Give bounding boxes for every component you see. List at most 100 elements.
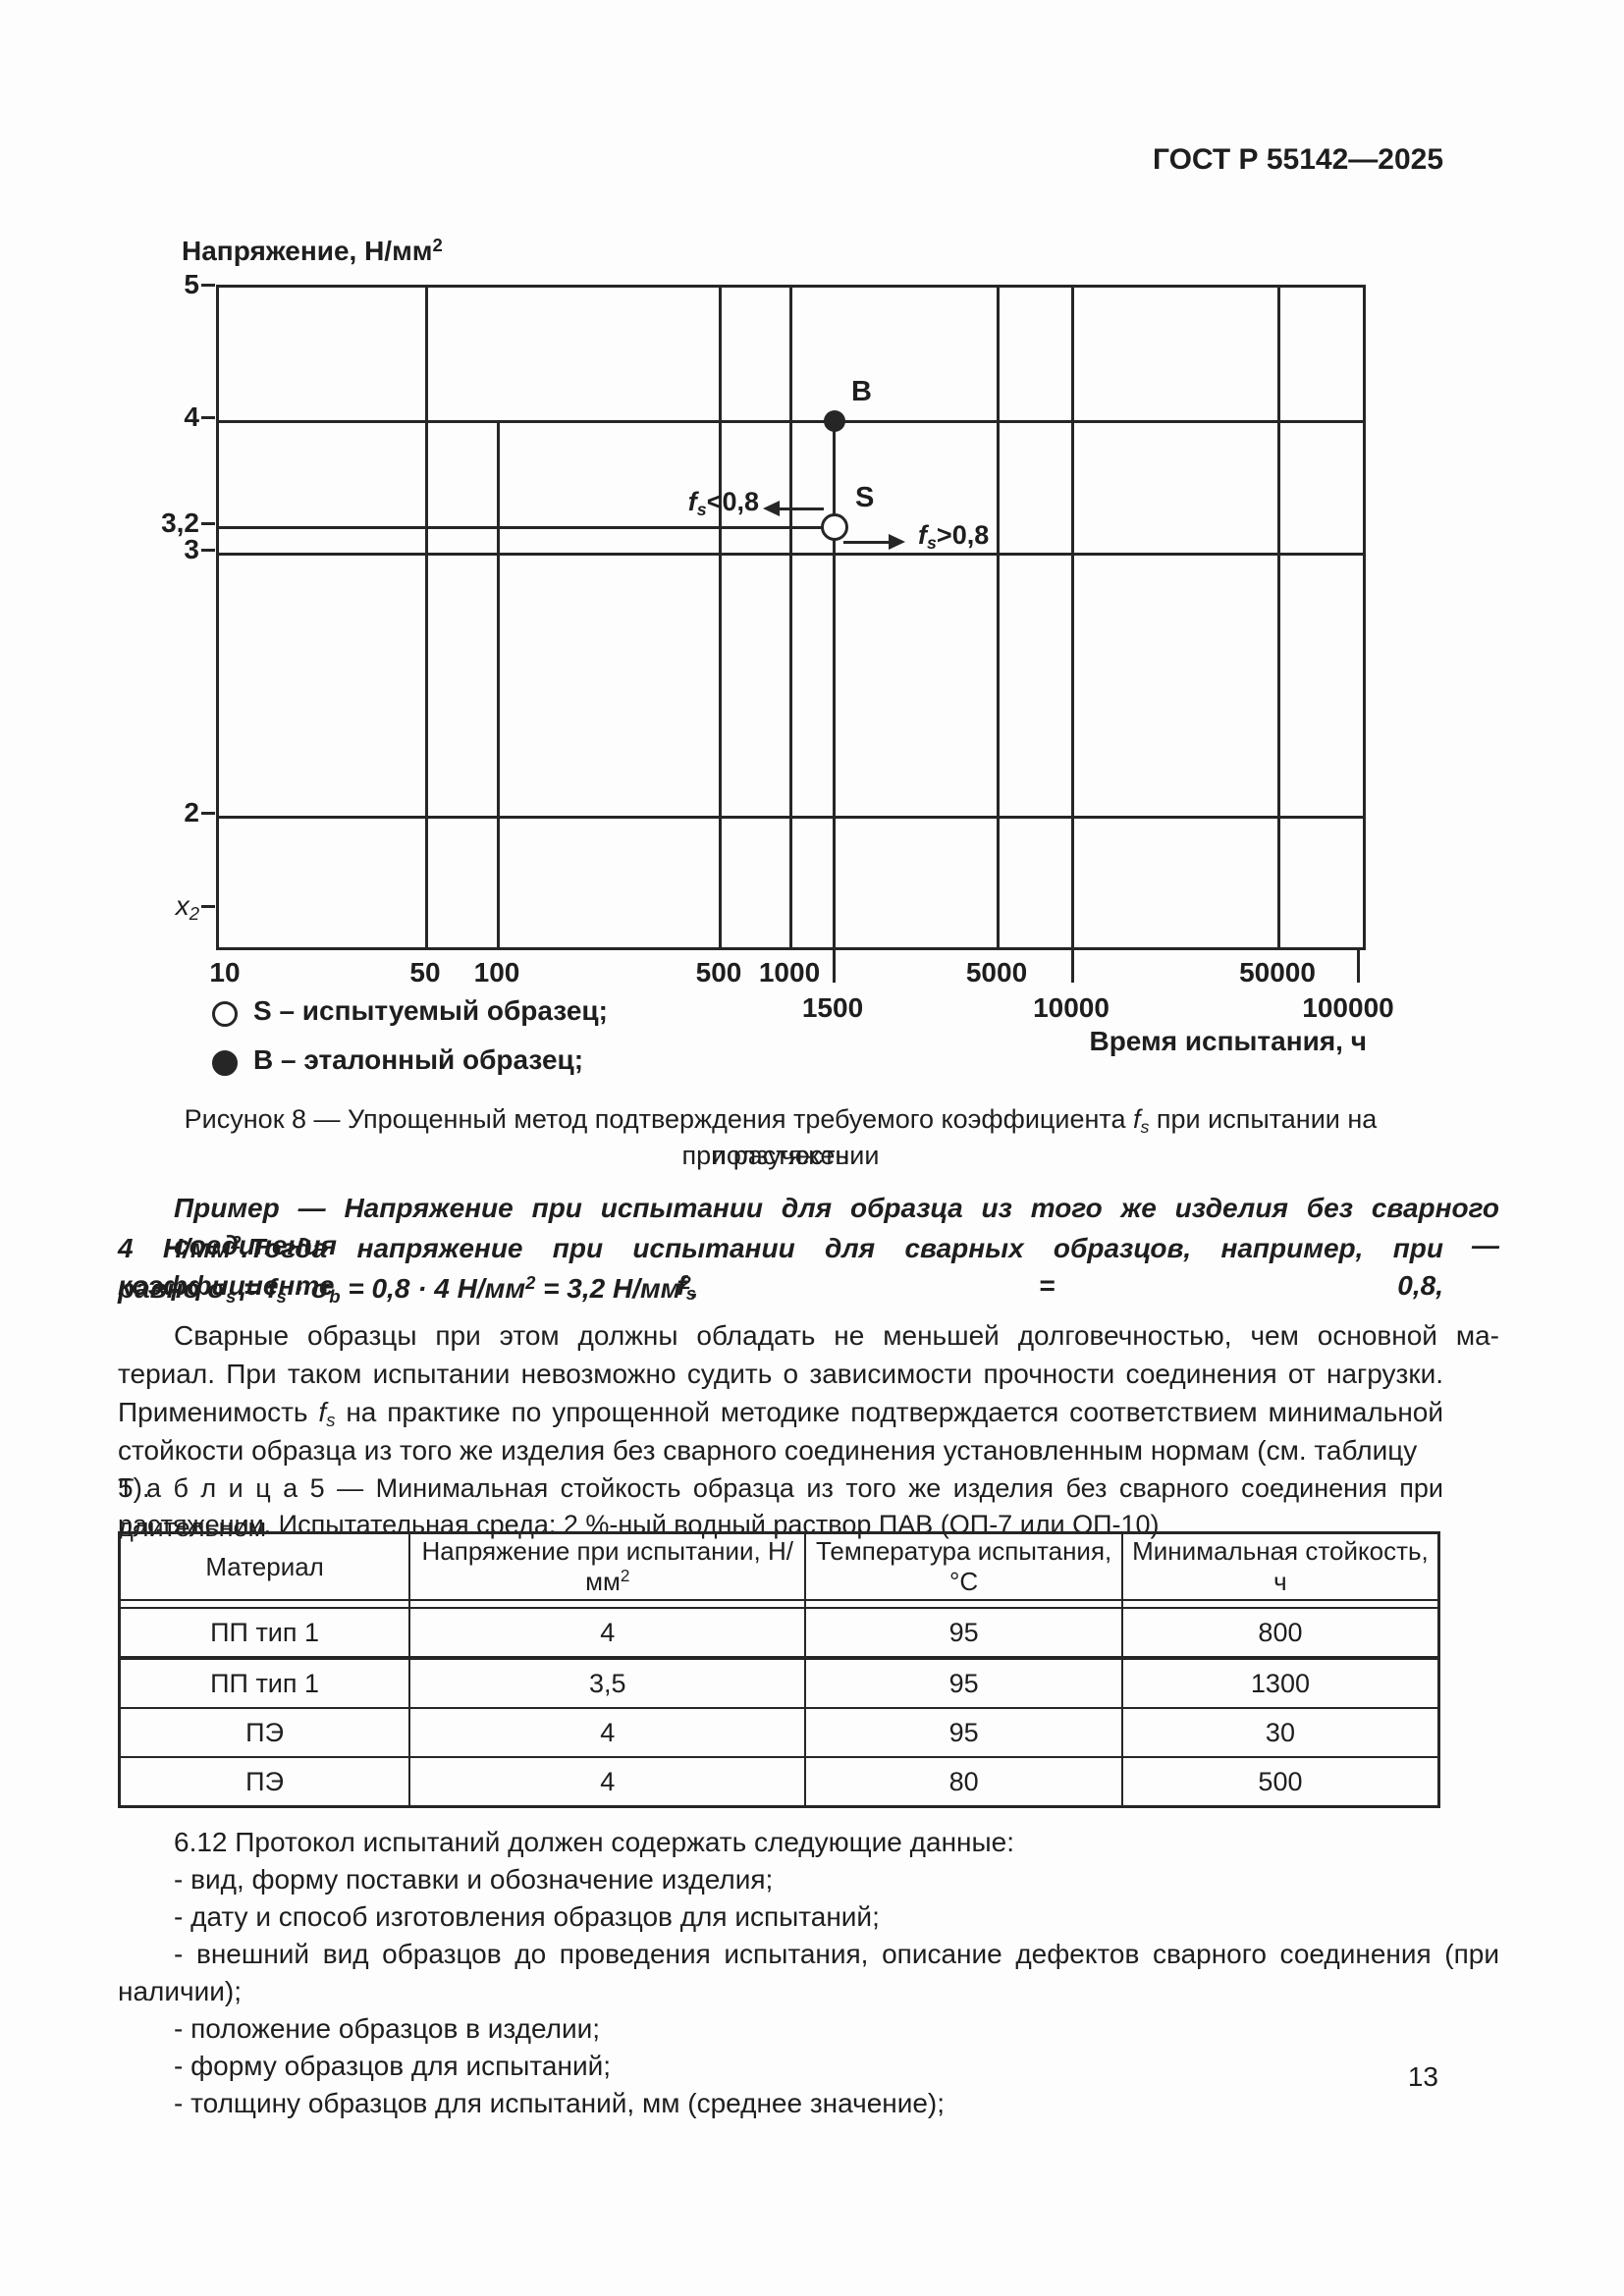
standard-reference-header: ГОСТ Р 55142—2025 <box>1152 143 1443 176</box>
list-item: - внешний вид образцов до проведения исп… <box>174 1939 1499 1969</box>
gridline-y-3-2 <box>219 526 833 529</box>
legend-item-s: S – испытуемый образец; <box>253 995 608 1026</box>
y-tick-mark <box>201 905 215 908</box>
arrow-left-line <box>779 507 824 510</box>
table-row: ПП тип 1 3,5 95 1300 <box>118 1657 1440 1709</box>
point-s-label: S <box>855 482 875 513</box>
cell-temp: 95 <box>804 1657 1123 1709</box>
gridline-x-100 <box>497 420 500 947</box>
table5-col-temp: Температура испытания, °С <box>804 1531 1123 1601</box>
y-tick-mark <box>201 522 215 525</box>
cell-temp: 80 <box>804 1756 1123 1808</box>
list-item-continuation: наличии); <box>118 1976 242 2006</box>
cell-material: ПП тип 1 <box>118 1657 411 1709</box>
figure-8-plot-area: B S fs<0,8 fs>0,8 10 50 100 500 1000 500… <box>209 285 1394 1056</box>
line-x-1500 <box>833 420 836 983</box>
table5-header-double-rule <box>118 1599 1440 1609</box>
y-tick-label-2: 2 <box>184 797 199 828</box>
table5: Материал Напряжение при испытании, Н/мм2… <box>118 1531 1440 1808</box>
cell-temp: 95 <box>804 1707 1123 1758</box>
list-item: - положение образцов в изделии; <box>174 2013 601 2044</box>
paragraph-line1: Сварные образцы при этом должны обладать… <box>174 1320 1499 1351</box>
example-line2: 4 Н/мм2.Тогда напряжение при испытании д… <box>118 1231 1444 1305</box>
y-tick-mark <box>201 284 215 287</box>
point-b-reference-specimen <box>824 410 845 432</box>
table5-header-row: Материал Напряжение при испытании, Н/мм2… <box>118 1531 1440 1601</box>
x-tick-label-1500: 1500 <box>801 992 864 1023</box>
gridline-x-50 <box>425 288 428 947</box>
gridline-y-4 <box>219 420 1363 423</box>
legend-item-b: B – эталонный образец; <box>253 1044 584 1075</box>
example-line1: Пример — Напряжение при испытании для об… <box>174 1193 1499 1260</box>
annotation-fs-greater-0-8: fs>0,8 <box>918 520 990 553</box>
paragraph-line2: териал. При таком испытании невозможно с… <box>118 1359 1443 1389</box>
paragraph-line4: стойкости образца из того же изделия без… <box>118 1435 1418 1503</box>
cell-material: ПЭ <box>118 1756 411 1808</box>
table-row: ПЭ 4 95 30 <box>118 1707 1440 1758</box>
table5-col-material: Материал <box>118 1531 411 1601</box>
table5-col-endurance: Минимальная стойкость, ч <box>1120 1531 1440 1601</box>
y-tick-label-x2: x2 <box>175 890 199 925</box>
point-b-label: B <box>851 376 872 407</box>
cell-endurance: 30 <box>1120 1707 1440 1758</box>
gridline-y-2 <box>219 816 1363 819</box>
tick-ext-10000 <box>1071 947 1074 983</box>
point-s-test-specimen <box>821 513 848 541</box>
cell-temp: 95 <box>804 1607 1123 1660</box>
paragraph-line3: Применимость fs на практике по упрощенно… <box>118 1397 1444 1431</box>
arrow-right-line <box>843 541 889 544</box>
page-number: 13 <box>1407 2061 1438 2092</box>
list-item: - вид, форму поставки и обозначение изде… <box>174 1864 774 1895</box>
cell-material: ПЭ <box>118 1707 411 1758</box>
legend-open-circle-icon <box>212 1001 238 1027</box>
x-tick-label-50000: 50000 <box>1239 957 1316 988</box>
y-tick-mark <box>201 416 215 419</box>
x-tick-label-1000: 1000 <box>758 957 821 988</box>
annotation-fs-less-0-8: fs<0,8 <box>687 487 759 519</box>
gridline-x-5000 <box>997 288 1000 947</box>
figure-caption-line1: Рисунок 8 — Упрощенный метод подтвержден… <box>184 1104 1378 1170</box>
gridline-x-1000 <box>789 288 792 947</box>
section-6-12-intro: 6.12 Протокол испытаний должен содержать… <box>174 1827 1014 1857</box>
list-item: - форму образцов для испытаний; <box>174 2051 612 2081</box>
x-tick-label-50: 50 <box>409 957 441 988</box>
legend-filled-circle-icon <box>212 1050 238 1076</box>
arrow-right-head <box>889 534 905 550</box>
table5-col-stress: Напряжение при испытании, Н/мм2 <box>408 1531 807 1601</box>
table-row: ПЭ 4 80 500 <box>118 1756 1440 1808</box>
gridline-x-10000 <box>1071 288 1074 947</box>
y-tick-mark <box>201 812 215 815</box>
cell-stress: 4 <box>408 1707 807 1758</box>
x-tick-label-500: 500 <box>695 957 742 988</box>
list-item: - толщину образцов для испытаний, мм (ср… <box>174 2088 946 2118</box>
x-tick-label-100000: 100000 <box>1302 992 1394 1023</box>
figure-caption-line2: при растяжении <box>681 1141 880 1170</box>
cell-stress: 3,5 <box>408 1657 807 1709</box>
y-tick-label-4: 4 <box>184 401 199 432</box>
arrow-left-head <box>763 501 780 516</box>
cell-stress: 4 <box>408 1607 807 1660</box>
x-axis-title: Время испытания, ч <box>1089 1026 1367 1056</box>
y-tick-label-3: 3 <box>184 534 199 564</box>
cell-stress: 4 <box>408 1756 807 1808</box>
gridline-x-50000 <box>1277 288 1280 947</box>
y-tick-label-3-2: 3,2 <box>161 507 199 538</box>
y-axis-title: Напряжение, Н/мм2 <box>182 234 443 266</box>
example-line3: равно σs = fs · σb = 0,8 · 4 Н/мм2 = 3,2… <box>118 1271 699 1308</box>
gridline-y-3 <box>219 553 1363 556</box>
x-tick-label-10000: 10000 <box>1033 992 1110 1023</box>
tick-ext-100000 <box>1357 947 1360 983</box>
gridline-x-500 <box>719 288 722 947</box>
list-item: - дату и способ изготовления образцов дл… <box>174 1901 880 1932</box>
cell-endurance: 800 <box>1120 1607 1440 1660</box>
x-tick-label-5000: 5000 <box>965 957 1028 988</box>
cell-endurance: 1300 <box>1120 1657 1440 1709</box>
cell-endurance: 500 <box>1120 1756 1440 1808</box>
table5-heading-line1: Т а б л и ц а 5 — Минимальная стойкость … <box>118 1473 1443 1542</box>
x-tick-label-100: 100 <box>473 957 520 988</box>
y-tick-mark <box>201 549 215 552</box>
x-tick-label-10: 10 <box>209 957 241 988</box>
cell-material: ПП тип 1 <box>118 1607 411 1660</box>
y-tick-label-5: 5 <box>184 269 199 299</box>
